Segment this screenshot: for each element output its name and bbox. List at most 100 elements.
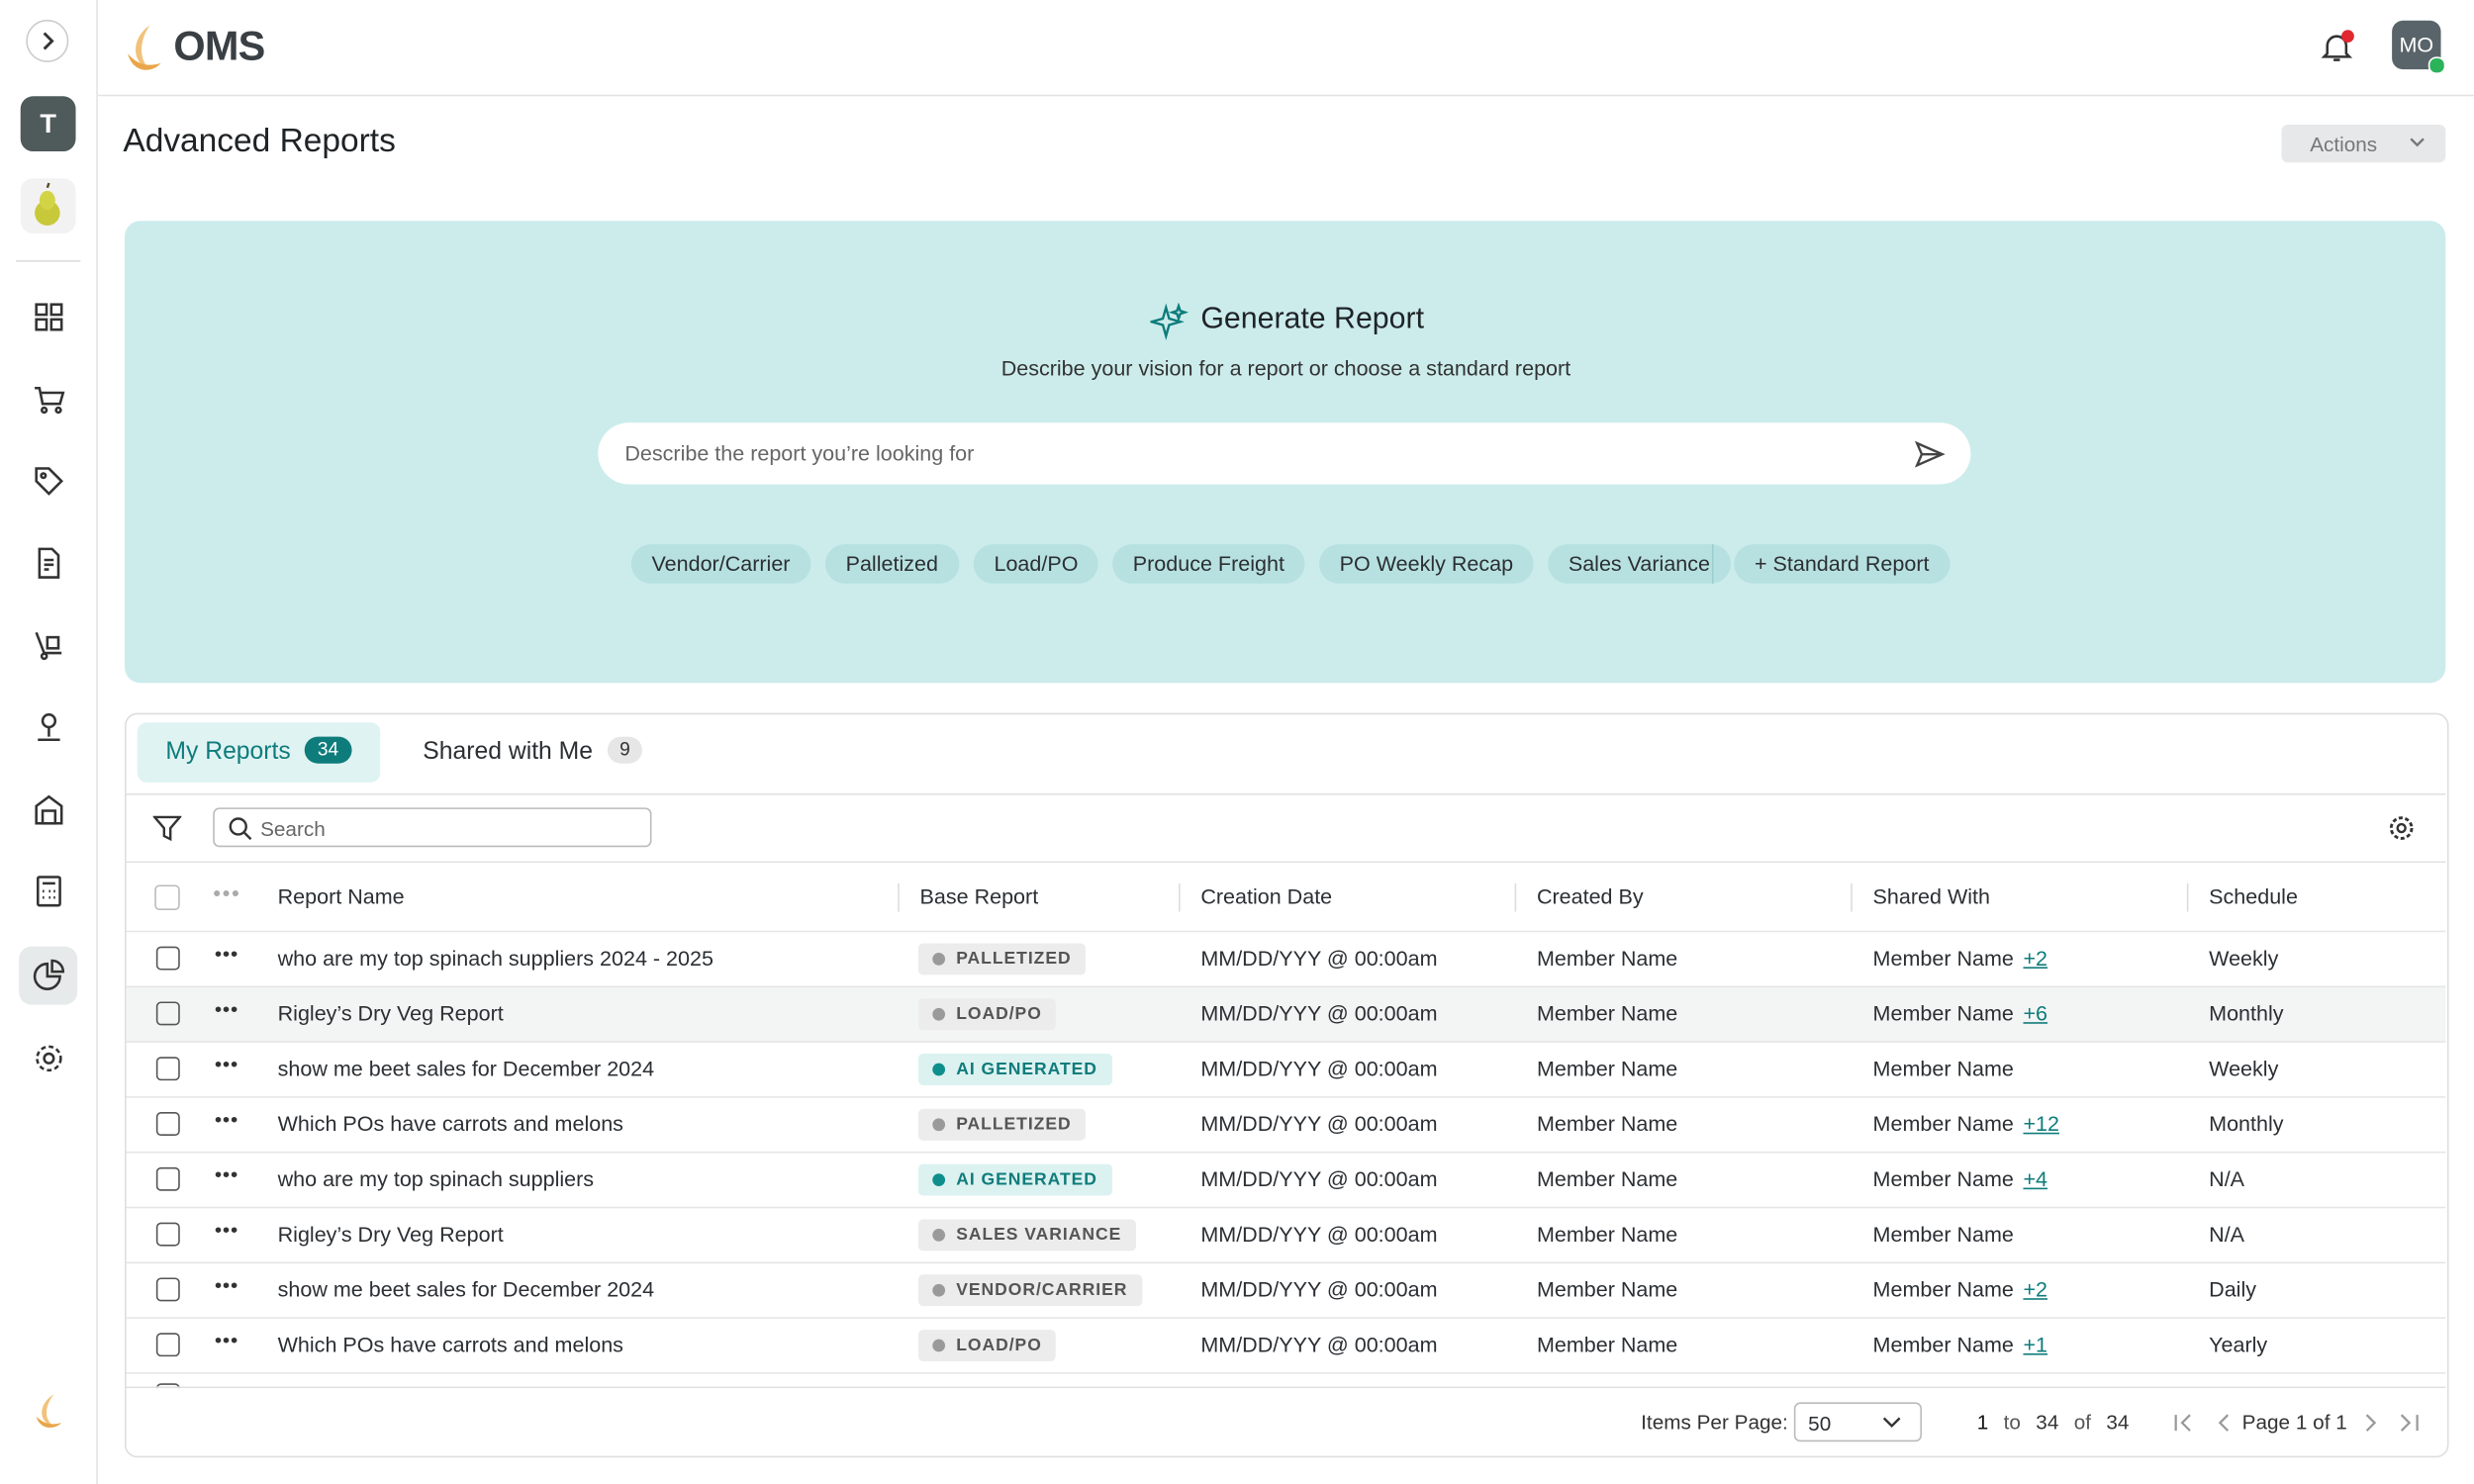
icon-shape <box>49 303 63 317</box>
icon-shape <box>128 53 161 70</box>
row-menu[interactable]: ••• <box>214 1162 239 1186</box>
nav-shipping[interactable] <box>32 628 66 663</box>
shared-with: Member Name <box>1873 1043 2014 1096</box>
row-menu[interactable]: ••• <box>214 1107 239 1132</box>
column-header[interactable]: Shared With <box>1872 884 1991 909</box>
base-report-badge: PALLETIZED <box>917 943 1086 975</box>
icon-shape <box>49 318 63 331</box>
table-row[interactable]: ••• who are my top spinach suppliers AI GE… <box>126 1151 2446 1207</box>
nav-tags[interactable] <box>32 464 66 499</box>
icon-shape <box>42 1394 54 1427</box>
shared-more[interactable]: +12 <box>2023 1112 2059 1136</box>
tab-count: 34 <box>305 736 351 764</box>
icon-shape <box>2365 1414 2419 1432</box>
shared-more[interactable]: +2 <box>2023 1277 2048 1302</box>
sidebar: T <box>0 0 98 1484</box>
table-row[interactable]: ••• Rigley’s Dry Veg Report LOAD/PO MM/DD/Y… <box>126 985 2446 1042</box>
icon-shape <box>39 190 55 211</box>
nav-calculator[interactable] <box>32 874 66 908</box>
row-checkbox[interactable] <box>155 946 180 971</box>
table-row[interactable]: ••• Which POs have carrots and melons LOAD… <box>126 1317 2446 1372</box>
prompt-input[interactable]: Describe the report you’re looking for <box>598 422 1971 485</box>
table-row[interactable]: ••• show me beet sales for December 2024 V… <box>126 1261 2446 1318</box>
tab[interactable]: Shared with Me 9 <box>423 736 643 767</box>
actions-button[interactable]: Actions <box>2281 124 2446 163</box>
org-logo[interactable] <box>20 178 76 233</box>
row-menu[interactable]: ••• <box>214 996 239 1021</box>
notifications[interactable] <box>2318 29 2355 66</box>
row-menu[interactable]: ••• <box>214 941 239 966</box>
standard-report-chip[interactable]: + Standard Report <box>1734 544 1951 584</box>
status-dot <box>2427 56 2446 74</box>
row-checkbox[interactable] <box>155 1057 180 1081</box>
table-settings[interactable] <box>2387 814 2416 843</box>
select-all[interactable] <box>154 884 180 910</box>
header-menu[interactable]: ••• <box>213 880 241 906</box>
report-chip[interactable]: Vendor/Carrier <box>630 544 811 584</box>
filter-icon[interactable] <box>152 814 182 843</box>
base-report-badge: VENDOR/CARRIER <box>917 1274 1142 1307</box>
column-header[interactable]: Creation Date <box>1200 884 1333 909</box>
row-checkbox[interactable] <box>155 1112 180 1136</box>
icon-shape <box>33 962 61 990</box>
column-header[interactable]: Created By <box>1536 884 1644 909</box>
nav-settings[interactable] <box>32 1041 66 1075</box>
row-menu[interactable]: ••• <box>214 1052 239 1076</box>
icon-shape <box>1882 1417 1901 1429</box>
nav-reports[interactable] <box>32 958 66 992</box>
icon-shape <box>136 25 150 70</box>
tab[interactable]: My Reports 34 <box>165 736 351 767</box>
row-checkbox[interactable] <box>155 1333 180 1357</box>
table-row[interactable]: ••• who are my top spinach suppliers 2024… <box>126 930 2446 986</box>
select-caret <box>1882 1417 1901 1429</box>
shared-member: Member Name <box>1872 946 2014 971</box>
icon-shape <box>2410 138 2425 147</box>
report-chip[interactable]: Sales Variance <box>1548 544 1731 584</box>
icon-shape <box>1914 440 1946 468</box>
column-header[interactable]: Report Name <box>277 884 405 909</box>
report-chip[interactable]: PO Weekly Recap <box>1318 544 1534 584</box>
shared-more[interactable]: +2 <box>2023 946 2048 971</box>
report-chip[interactable]: Produce Freight <box>1112 544 1305 584</box>
row-checkbox[interactable] <box>155 1222 180 1247</box>
first-prev-buttons[interactable] <box>2172 1412 2236 1434</box>
next-last-buttons[interactable] <box>2359 1412 2423 1434</box>
row-checkbox[interactable] <box>155 1001 180 1026</box>
icon-shape <box>44 558 54 571</box>
table-row[interactable]: ••• Rigley’s Dry Veg Report SALES VARIANCE… <box>126 1206 2446 1262</box>
expand-button[interactable] <box>26 19 70 63</box>
nav-orders[interactable] <box>32 382 66 417</box>
shared-more[interactable]: +1 <box>2023 1333 2048 1357</box>
shared-with: Member Name +12 <box>1873 1098 2059 1152</box>
shared-with: Member Name <box>1873 1208 2014 1261</box>
workspace-avatar[interactable]: T <box>20 96 76 152</box>
row-menu[interactable]: ••• <box>214 1272 239 1297</box>
report-chip[interactable]: Load/PO <box>973 544 1099 584</box>
tab-label: Shared with Me <box>423 738 594 766</box>
schedule: Daily <box>2209 1277 2257 1302</box>
nav-dashboard[interactable] <box>32 300 66 334</box>
nav-warehouse[interactable] <box>32 791 66 826</box>
row-menu[interactable]: ••• <box>214 1328 239 1352</box>
report-chip[interactable]: Palletized <box>824 544 959 584</box>
name: who are my top spinach suppliers <box>277 1166 595 1191</box>
nav-locations[interactable] <box>32 709 66 744</box>
send-icon[interactable] <box>1914 438 1946 470</box>
icon-shape <box>2341 30 2354 44</box>
nav-documents[interactable] <box>32 546 66 581</box>
icon-shape <box>33 959 65 990</box>
row-checkbox[interactable] <box>155 1166 180 1191</box>
icon-shape <box>1150 303 1189 340</box>
row-menu[interactable]: ••• <box>214 1217 239 1242</box>
table-row[interactable]: ••• show me beet sales for December 2024 A… <box>126 1041 2446 1096</box>
per-page-select[interactable]: 50 <box>1793 1402 1922 1442</box>
table-row[interactable]: ••• Which POs have carrots and melons PALL… <box>126 1096 2446 1152</box>
row-checkbox[interactable] <box>155 1277 180 1302</box>
shared-more[interactable]: +6 <box>2023 1001 2048 1026</box>
icon-shape <box>35 200 60 226</box>
reports-card <box>124 712 2449 1458</box>
search-box[interactable]: Search <box>213 807 652 848</box>
shared-more[interactable]: +4 <box>2023 1166 2048 1191</box>
column-header[interactable]: Schedule <box>2209 884 2298 909</box>
column-header[interactable]: Base Report <box>919 884 1039 909</box>
